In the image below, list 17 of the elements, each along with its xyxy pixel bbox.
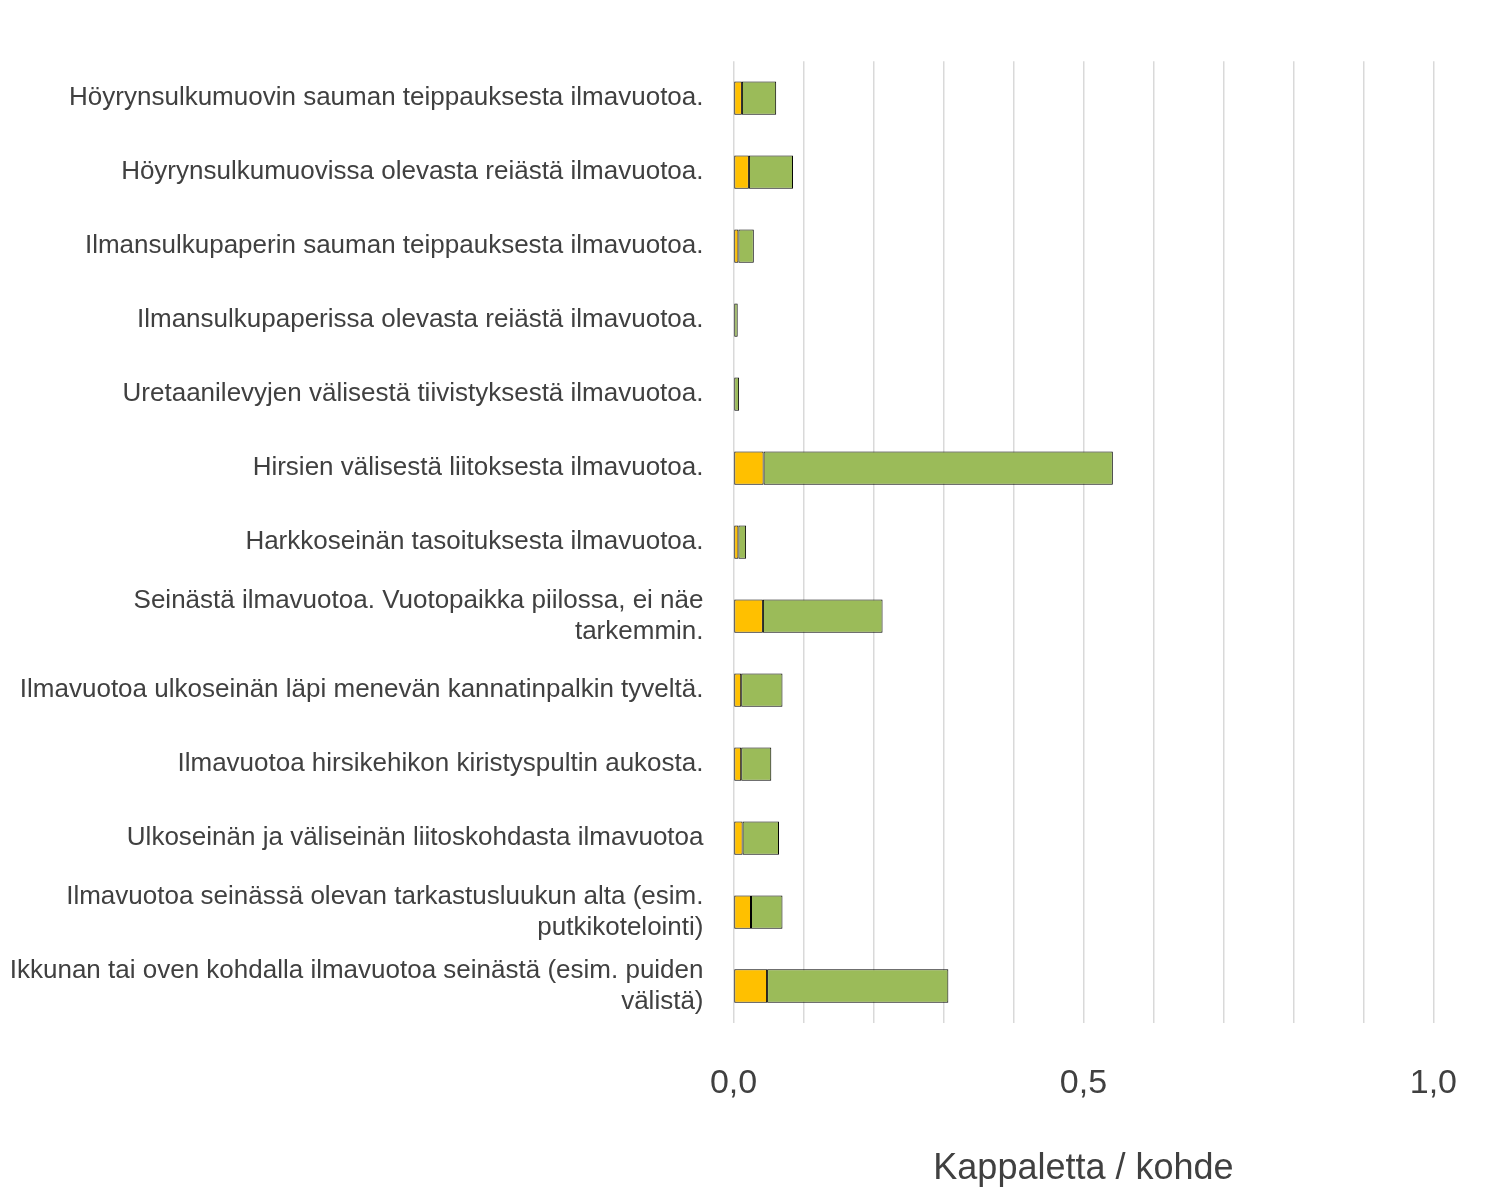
y-tick-label: Ilmavuotoa seinässä olevan tarkastusluukun alta (esim. putkikotelointi) (66, 879, 704, 941)
y-tick-label: Höyrynsulkumuovin sauman teippauksesta ilmavuotoa. (69, 81, 704, 112)
y-tick-label: Ilmansulkupaperissa olevasta reiästä ilmavuotoa. (136, 303, 704, 334)
y-tick-label: Höyrynsulkumuovissa olevasta reiästä ilmavuotoa. (121, 155, 704, 186)
y-tick-label: Uretaanilevyjen välisestä tiivistyksestä ilmavuotoa. (122, 377, 704, 408)
y-tick-label: Ulkoseinän ja väliseinän liitoskohdasta ilmavuotoa (126, 821, 705, 852)
y-tick-label: Ilmansulkupaperin sauman teippauksesta ilmavuotoa. (84, 229, 704, 260)
y-tick-label: Hirsien välisestä liitoksesta ilmavuotoa. (252, 451, 704, 482)
y-tick-label: Ilmavuotoa hirsikehikon kiristyspultin aukosta. (177, 747, 704, 778)
y-tick-label: Ilmavuotoa ulkoseinän läpi menevän kannatinpalkin tyveltä. (19, 673, 704, 704)
y-tick-label: Ikkunan tai oven kohdalla ilmavuotoa seinästä (esim. puiden välistä) (9, 953, 704, 1015)
x-axis-title: Kappaletta / kohde (933, 1146, 1234, 1188)
x-tick-label: 0,0 (709, 1061, 758, 1100)
y-tick-label: Seinästä ilmavuotoa. Vuotopaikka piilossa, ei näe tarkemmin. (133, 583, 704, 645)
x-tick-label: 0,5 (1059, 1061, 1108, 1100)
y-tick-label: Harkkoseinän tasoituksesta ilmavuotoa. (245, 525, 704, 556)
x-tick-label: 1,0 (1409, 1061, 1457, 1100)
